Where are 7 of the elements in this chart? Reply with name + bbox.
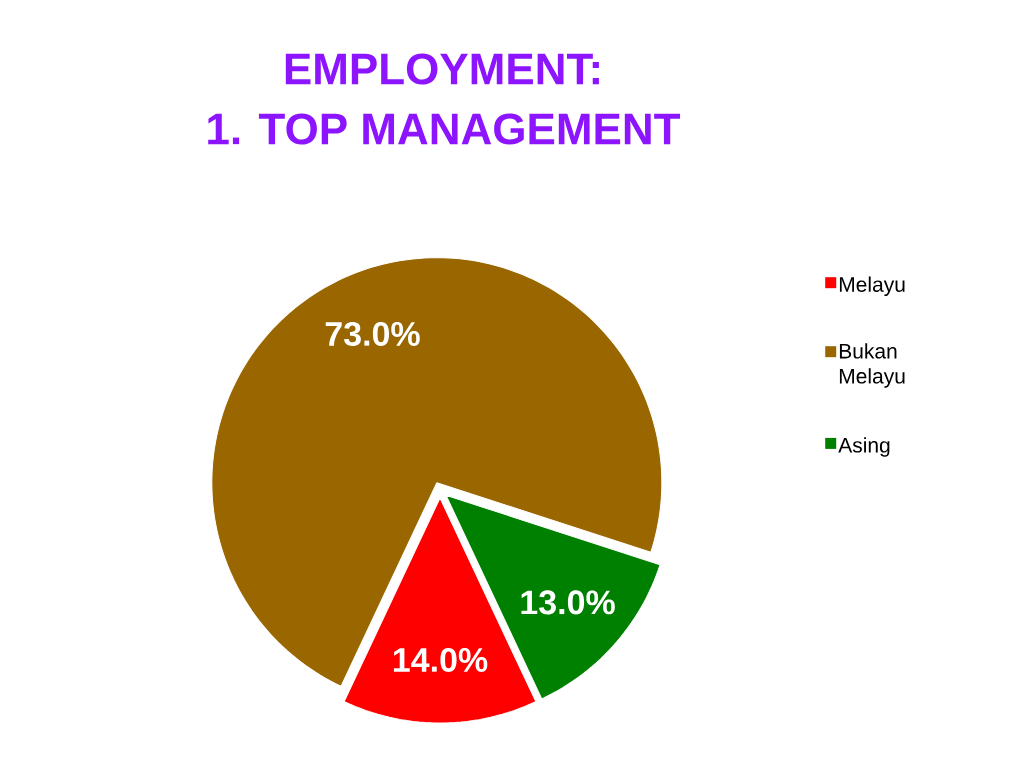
- legend-label: Melayu: [839, 276, 905, 297]
- legend-label: Asing: [838, 437, 890, 457]
- data-label: 14.0%: [393, 647, 488, 673]
- chart-title: EMPLOYMENT: 1. TOP MANAGEMENT: [208, 53, 681, 145]
- legend-label: Bukan Melayu: [839, 343, 905, 388]
- data-label: 13.0%: [521, 590, 615, 615]
- data-label: 73.0%: [325, 321, 420, 347]
